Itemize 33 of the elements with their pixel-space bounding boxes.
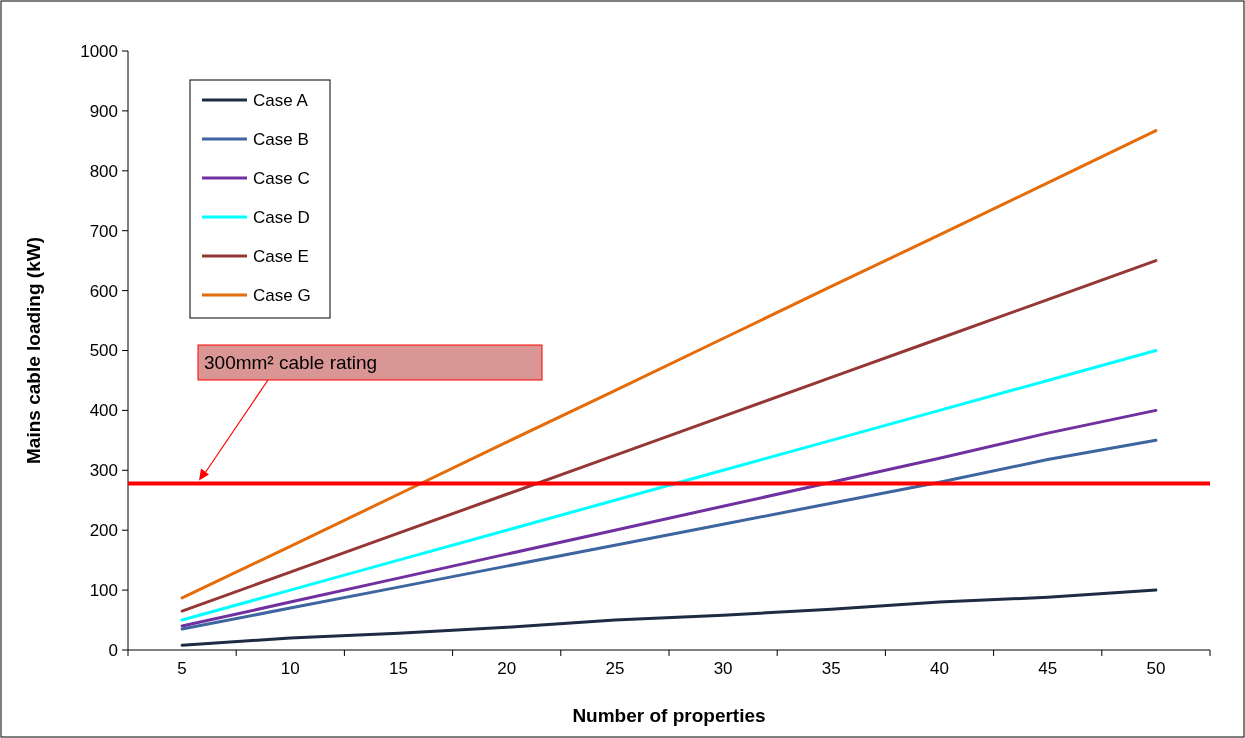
line-series bbox=[180, 588, 1158, 647]
y-tick-label: 800 bbox=[89, 161, 118, 181]
x-tick-label: 50 bbox=[1146, 659, 1166, 678]
y-tick-label: 600 bbox=[89, 281, 118, 301]
x-tick-label: 5 bbox=[177, 659, 187, 678]
x-tick-label: 20 bbox=[497, 659, 517, 678]
x-tick-label: 10 bbox=[280, 659, 300, 678]
y-tick-label: 300 bbox=[89, 461, 118, 481]
x-tick-label: 30 bbox=[713, 659, 733, 678]
legend-label: Case D bbox=[253, 207, 310, 227]
x-tick-label: 40 bbox=[930, 659, 949, 678]
y-tick-label: 700 bbox=[89, 221, 118, 241]
x-tick-label: 35 bbox=[821, 659, 841, 678]
x-tick-label: 15 bbox=[389, 659, 408, 678]
legend-label: Case A bbox=[253, 90, 309, 110]
ref-line-label: 300mm² cable rating bbox=[204, 352, 378, 374]
y-tick-label: 900 bbox=[89, 101, 118, 121]
y-tick-label: 0 bbox=[108, 640, 118, 660]
x-tick-label: 45 bbox=[1038, 659, 1058, 678]
legend-label: Case E bbox=[253, 246, 309, 266]
x-tick-label: 25 bbox=[605, 659, 625, 678]
y-tick-label: 1000 bbox=[80, 41, 118, 61]
y-tick-label: 100 bbox=[89, 581, 118, 601]
legend-label: Case G bbox=[253, 285, 311, 305]
line-series bbox=[180, 129, 1158, 600]
line-series bbox=[180, 349, 1158, 622]
y-tick-label: 200 bbox=[89, 521, 118, 541]
legend-label: Case C bbox=[253, 168, 310, 188]
legend-label: Case B bbox=[253, 129, 309, 149]
x-axis-title: Number of properties bbox=[572, 705, 766, 726]
y-axis-title: Mains cable loading (kW) bbox=[23, 237, 44, 464]
y-tick-label: 500 bbox=[89, 341, 118, 361]
y-tick-label: 400 bbox=[89, 401, 118, 421]
